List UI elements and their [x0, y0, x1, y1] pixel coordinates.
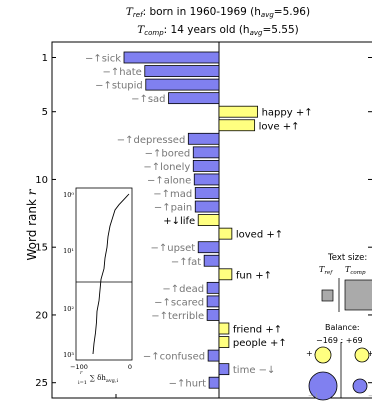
y-tick-label-15: 15: [35, 243, 48, 254]
bar-2: [144, 65, 220, 77]
inset-y-label-3: 10³: [63, 351, 74, 359]
bar-label-8: −↑bored: [145, 148, 191, 159]
y-tick-label-20: 20: [35, 310, 48, 321]
balance-minus-down: −↓: [308, 392, 320, 400]
chart-title-ref: Tref: born in 1960-1969 (havg=5.96): [126, 6, 310, 19]
bar-24: [218, 363, 230, 376]
inset-y-label-1: 10¹: [63, 247, 74, 255]
bar-12: [194, 200, 220, 213]
bar-7: [187, 132, 220, 145]
bar-label-3: −↑stupid: [95, 81, 143, 92]
bar-14: [218, 227, 233, 240]
bar-8: [192, 146, 220, 159]
y-tick-label-1: 1: [42, 53, 48, 64]
bar-label-12: −↑pain: [154, 203, 192, 214]
bar-10: [193, 173, 220, 186]
inset-y-label-2: 10²: [63, 305, 74, 313]
bar-label-21: friend +↑: [233, 325, 282, 336]
bar-6: [218, 119, 256, 132]
bar-label-22: people +↑: [233, 338, 287, 349]
text-size-comp-label: Tcomp: [345, 265, 366, 276]
bar-label-11: −↑mad: [153, 189, 192, 200]
bar-11: [194, 187, 220, 199]
balance-circle-plus-down: [314, 346, 332, 364]
bar-label-20: −↑terrible: [151, 311, 204, 322]
text-size-ref-label: Tref: [319, 265, 333, 276]
text-size-ref-box: [321, 289, 334, 302]
bar-label-14: loved +↑: [236, 230, 283, 241]
bar-25: [208, 376, 220, 389]
bar-5: [218, 105, 258, 118]
balance-minus-up: −: [368, 392, 372, 400]
chart-title-comp: Tcomp: 14 years old (havg=5.55): [137, 24, 299, 37]
bar-label-23: −↑confused: [143, 352, 205, 363]
inset-x-axis-label: ∑ δhavg,i: [90, 374, 119, 384]
bar-13: [197, 214, 220, 227]
text-size-comp-box: [344, 279, 372, 311]
y-axis-label: Word rank r: [25, 188, 39, 260]
bar-label-4: −↑sad: [131, 94, 165, 105]
inset-y-label-0: 10⁰: [63, 191, 74, 199]
bar-21: [218, 322, 230, 335]
text-size-title: Text size:: [327, 253, 367, 263]
bar-label-9: −↑lonely: [143, 162, 190, 173]
balance-circle-minus-down: [308, 371, 338, 401]
bar-label-25: −↑hurt: [169, 379, 207, 390]
balance-plus-up: +: [367, 349, 372, 358]
bar-label-5: happy +↑: [262, 108, 313, 119]
bar-label-2: −↑hate: [102, 67, 141, 78]
bar-label-17: fun +↑: [236, 270, 272, 281]
bar-label-24: time −↓: [233, 365, 276, 376]
bar-3: [145, 78, 220, 91]
bar-15: [197, 241, 220, 254]
y-tick-label-5: 5: [42, 107, 48, 118]
inset-x-label-0: −100: [70, 363, 88, 371]
inset-cumulative-curve: [92, 193, 130, 355]
balance-circle-minus-up: [352, 378, 368, 394]
y-tick-label-10: 10: [35, 175, 48, 186]
inset-x-label-sup: r: [80, 370, 83, 376]
balance-title: Balance:: [325, 323, 360, 332]
balance-plus-down: +↓: [306, 349, 319, 358]
bar-9: [192, 159, 220, 172]
inset-frame: [75, 187, 133, 361]
inset-x-label-sub: i=1: [78, 380, 87, 386]
bar-label-15: −↑upset: [150, 243, 195, 254]
bar-16: [203, 254, 220, 267]
bar-label-18: −↑dead: [162, 284, 204, 295]
bar-22: [218, 336, 230, 348]
balance-value: −169 : +69: [316, 336, 363, 345]
inset-x-label-1: 0: [128, 363, 132, 371]
bar-4: [168, 92, 220, 105]
y-tick-label-25: 25: [35, 378, 48, 389]
bar-label-16: −↑fat: [171, 257, 201, 268]
bar-label-19: −↑scared: [154, 297, 204, 308]
bar-1: [123, 51, 220, 64]
balance-circle-plus-up: [354, 347, 370, 363]
bar-label-1: −↑sick: [85, 54, 121, 65]
bar-label-6: love +↑: [259, 121, 300, 132]
bar-18: [206, 281, 220, 294]
bar-20: [206, 309, 220, 321]
bar-label-7: −↑depressed: [117, 135, 186, 146]
bar-23: [207, 349, 220, 362]
bar-label-13: +↓life: [163, 216, 195, 227]
plot-frame: [51, 41, 372, 399]
bar-label-10: −↑alone: [147, 175, 191, 186]
bar-19: [206, 295, 220, 308]
bar-17: [218, 268, 233, 281]
